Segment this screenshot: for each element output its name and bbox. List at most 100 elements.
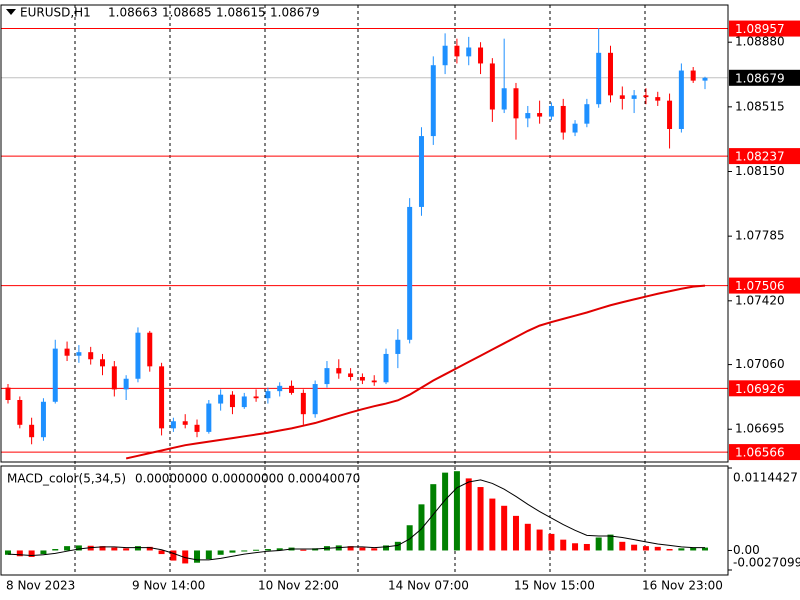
candle-body <box>40 401 46 438</box>
x-tick-label: 10 Nov 22:00 <box>258 579 339 593</box>
candle-body <box>690 70 696 81</box>
histogram-bar <box>158 550 165 555</box>
histogram-bar <box>501 505 508 551</box>
candle-body <box>371 380 377 383</box>
candle-body <box>159 366 165 429</box>
candle-body <box>359 376 365 381</box>
candle-body <box>383 353 389 383</box>
histogram-bar <box>619 541 626 551</box>
histogram-bar <box>524 523 531 551</box>
candle-body <box>29 424 35 438</box>
high-value: 1.08685 <box>162 6 212 20</box>
candle-body <box>111 366 117 390</box>
histogram-bar <box>217 550 224 555</box>
low-value: 1.08615 <box>216 6 266 20</box>
candle-body <box>229 394 235 408</box>
candle-body <box>560 105 566 133</box>
x-tick-label: 15 Nov 15:00 <box>514 579 595 593</box>
overlay: 1.08880 1.08515 1.08150 1.07785 1.07420 1.070… <box>6 20 800 593</box>
level-label: 1.06926 <box>735 382 785 396</box>
histogram-bar <box>75 545 82 551</box>
histogram-bar <box>536 529 543 551</box>
x-tick-label: 8 Nov 2023 <box>6 579 75 593</box>
y-tick-label: 1.06695 <box>735 422 785 436</box>
histogram-bar <box>170 550 177 561</box>
y-tick-label: 1.07060 <box>735 357 785 371</box>
histogram-bar <box>5 550 11 555</box>
histogram-bar <box>548 533 555 551</box>
candle-body <box>631 95 637 99</box>
histogram-bar <box>253 549 260 551</box>
candle-body <box>489 63 495 110</box>
histogram-bar <box>607 534 614 551</box>
candle-body <box>147 332 153 367</box>
moving-average <box>125 284 706 460</box>
y-tick-label: 1.08515 <box>735 99 785 113</box>
histogram-bar <box>595 537 602 551</box>
histogram-bar <box>583 543 590 551</box>
level-tag <box>729 148 800 165</box>
candle-body <box>182 421 188 425</box>
histogram-bar <box>264 549 271 551</box>
candle-body <box>572 123 578 133</box>
candle-body <box>17 400 23 425</box>
current-price-label: 1.08679 <box>735 71 785 85</box>
candle-body <box>5 387 11 401</box>
candle-body <box>619 95 625 99</box>
candle-body <box>76 352 82 356</box>
histogram-bar <box>347 546 354 551</box>
y-tick-label: -0.0027099 <box>733 556 800 570</box>
candle-body <box>123 378 129 390</box>
histogram-bar <box>383 545 390 551</box>
y-tick-label: 0.0114427 <box>733 471 798 485</box>
y-tick-label: 1.07420 <box>735 293 785 307</box>
histogram-bar <box>276 548 283 551</box>
histogram-bar <box>123 548 130 551</box>
candle-body <box>442 45 448 66</box>
candle-body <box>548 105 554 117</box>
candle-body <box>170 421 176 429</box>
y-tick-label: 0.00 <box>733 543 760 557</box>
y-tick-label: 1.08880 <box>735 35 785 49</box>
histogram-bar <box>40 550 47 555</box>
candle-body <box>312 384 318 415</box>
collapse-icon[interactable] <box>6 9 16 15</box>
candle-body <box>64 348 70 356</box>
candle-body <box>265 391 271 399</box>
signal-line <box>7 479 705 561</box>
candle-body <box>300 392 306 415</box>
x-tick-label: 9 Nov 14:00 <box>132 579 205 593</box>
histogram-bar <box>642 546 649 551</box>
histogram-bar <box>52 549 59 551</box>
histogram-bar <box>371 548 378 551</box>
current-price-tag <box>729 69 800 86</box>
candle-body <box>407 206 413 340</box>
candle-body <box>584 104 590 124</box>
level-tag <box>729 380 800 397</box>
price-panel <box>1 28 728 460</box>
x-tick-label: 14 Nov 07:00 <box>388 579 469 593</box>
candle-body <box>218 394 224 404</box>
price-frame <box>0 4 729 463</box>
close-value: 1.08679 <box>270 6 320 20</box>
candle-body <box>277 385 283 392</box>
candle-body <box>135 332 141 379</box>
candle-body <box>100 359 106 367</box>
histogram-bar <box>205 550 212 560</box>
histogram-bar <box>678 548 685 551</box>
candle-body <box>348 373 354 377</box>
candle-body <box>643 95 649 98</box>
level-label: 1.08237 <box>735 150 785 164</box>
symbol-title: EURUSD,H1 <box>20 6 91 20</box>
level-tag <box>729 20 800 37</box>
level-tag <box>729 444 800 461</box>
histogram-bar <box>182 550 189 564</box>
histogram-bar <box>146 546 153 551</box>
histogram-bar <box>477 487 484 551</box>
histogram-bar <box>241 550 248 552</box>
candle-body <box>88 352 94 360</box>
histogram-bar <box>134 546 141 551</box>
candle-body <box>478 47 484 64</box>
macd-panel <box>5 471 708 564</box>
y-tick-label: 1.07785 <box>735 229 785 243</box>
